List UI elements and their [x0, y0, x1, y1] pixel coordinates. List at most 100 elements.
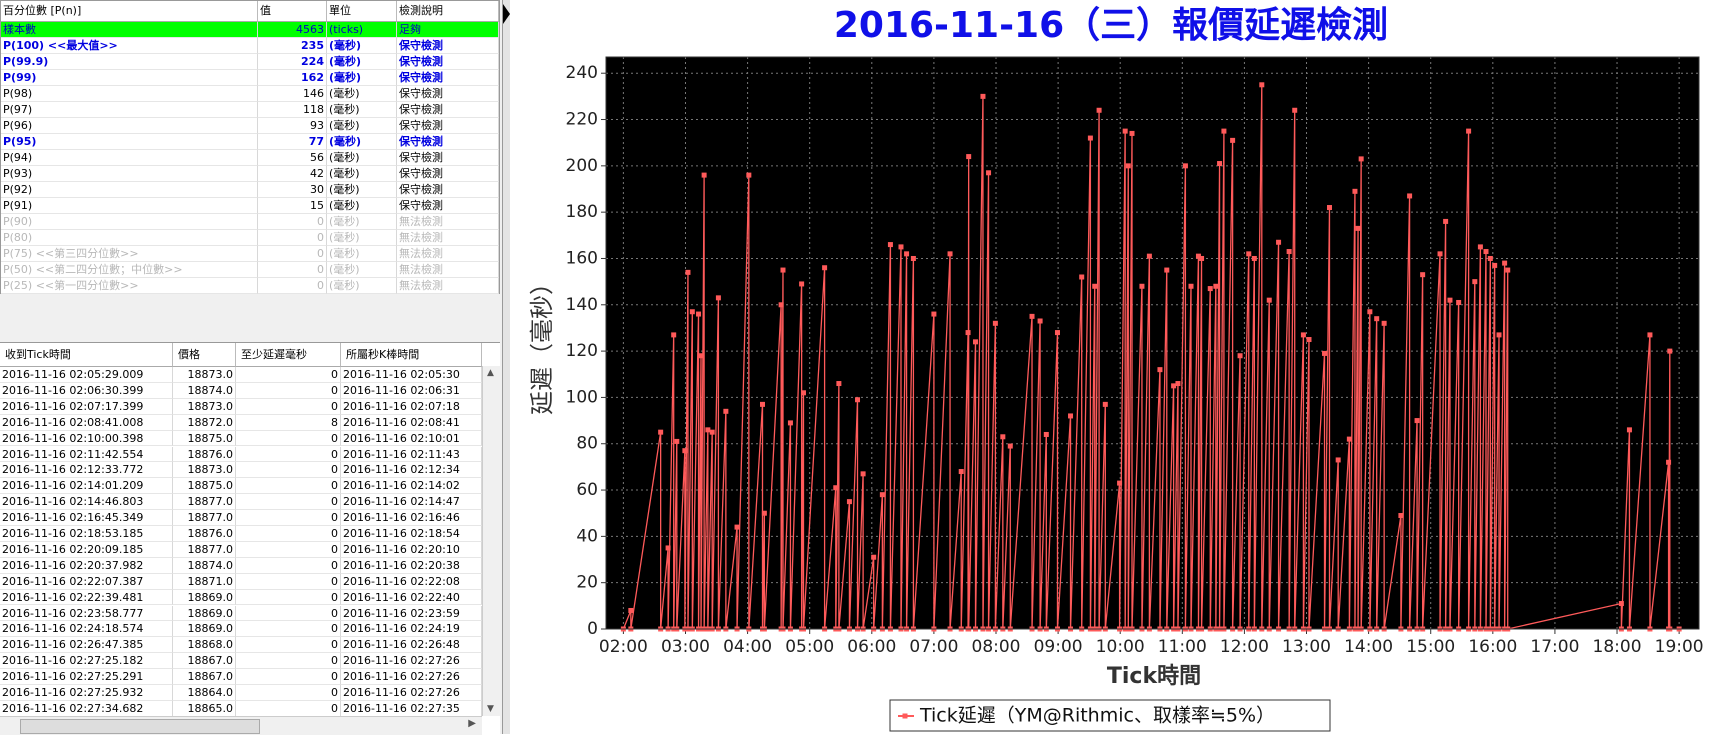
scroll-thumb[interactable]: [20, 719, 260, 734]
table-cell: P(96): [1, 118, 258, 134]
table-cell: 檢測說明: [397, 1, 499, 22]
table-cell: 93: [258, 118, 327, 134]
table-cell: 2016-11-16 02:20:38: [341, 557, 482, 574]
y-tick-label: 100: [566, 387, 598, 407]
point-marker: [1237, 353, 1243, 359]
plot-area: [606, 57, 1699, 629]
y-tick-label: 80: [576, 434, 598, 454]
point-marker: [1217, 161, 1223, 167]
table-cell: 百分位數 [P(n)]: [1, 1, 258, 22]
table-cell: 2016-11-16 02:20:37.982: [0, 557, 173, 574]
table-cell: 0: [236, 700, 341, 717]
point-marker: [1443, 218, 1449, 224]
point-marker: [871, 554, 877, 560]
table-cell: 2016-11-16 02:07:18: [341, 398, 482, 415]
table-cell: 保守檢測: [397, 182, 499, 198]
table-cell: 235: [258, 38, 327, 54]
point-marker: [1037, 318, 1043, 324]
table-cell: 2016-11-16 02:07:17.399: [0, 398, 173, 415]
point-marker: [778, 302, 784, 308]
scroll-right[interactable]: ▶: [468, 718, 476, 729]
point-marker: [1335, 457, 1341, 463]
point-marker: [1326, 205, 1332, 211]
x-tick-label: 05:00: [785, 637, 834, 657]
table-cell: 2016-11-16 02:22:40: [341, 589, 482, 606]
table-cell: 0: [236, 669, 341, 685]
table-cell: 2016-11-16 02:10:01: [341, 430, 482, 447]
splitter-arrow[interactable]: [503, 4, 510, 24]
point-marker: [759, 401, 765, 407]
point-marker: [787, 420, 793, 426]
table-cell: 146: [258, 86, 327, 102]
table-cell: (毫秒): [327, 150, 397, 166]
table-cell: 足夠: [397, 22, 499, 38]
point-marker: [1322, 350, 1328, 356]
y-tick-label: 180: [566, 202, 598, 222]
table-cell: (毫秒): [327, 86, 397, 102]
vertical-scrollbar[interactable]: ▲ ▼: [482, 366, 501, 716]
scroll-down[interactable]: ▼: [487, 704, 494, 714]
point-marker: [696, 311, 702, 317]
point-marker: [1079, 274, 1085, 280]
point-marker: [1043, 431, 1049, 437]
table-cell: (毫秒): [327, 118, 397, 134]
chart-title: 2016-11-16（三）報價延遲檢測: [834, 4, 1388, 46]
splitter[interactable]: [503, 0, 510, 734]
x-tick-label: 14:00: [1344, 637, 1393, 657]
table-cell: 保守檢測: [397, 166, 499, 182]
point-marker: [1466, 128, 1472, 134]
table-cell: P(99): [1, 70, 258, 86]
point-marker: [947, 251, 953, 257]
table-cell: 18869.0: [173, 589, 236, 606]
horizontal-scrollbar[interactable]: ▶: [0, 716, 482, 735]
scroll-up[interactable]: ▲: [487, 368, 494, 378]
y-tick-label: 200: [566, 156, 598, 176]
point-marker: [1352, 188, 1358, 194]
point-marker: [674, 438, 680, 444]
table-cell: 18877.0: [173, 510, 236, 526]
x-tick-label: 07:00: [909, 637, 958, 657]
table-cell: 18872.0: [173, 414, 236, 431]
table-cell: P(100) <<最大值>>: [1, 38, 258, 54]
point-marker: [1266, 297, 1272, 303]
table-cell: 2016-11-16 02:08:41.008: [0, 414, 173, 431]
table-cell: (毫秒): [327, 38, 397, 54]
table-cell: 2016-11-16 02:11:43: [341, 446, 482, 463]
point-marker: [701, 172, 707, 178]
table-cell: P(99.9): [1, 54, 258, 70]
table-cell: P(93): [1, 166, 258, 182]
table-cell: 保守檢測: [397, 38, 499, 54]
table-cell: 118: [258, 102, 327, 118]
point-marker: [1139, 283, 1145, 289]
table-cell: 保守檢測: [397, 70, 499, 86]
point-marker: [1358, 156, 1364, 162]
point-marker: [1157, 367, 1163, 373]
point-marker: [1146, 253, 1152, 259]
table-cell: 2016-11-16 02:14:02: [341, 478, 482, 495]
table-cell: 162: [258, 70, 327, 86]
table-cell: 2016-11-16 02:20:09.185: [0, 541, 173, 558]
point-marker: [1129, 130, 1135, 136]
point-marker: [1221, 128, 1227, 134]
table-cell: 單位: [327, 1, 397, 22]
point-marker: [1087, 135, 1093, 141]
point-marker: [1477, 244, 1483, 250]
point-marker: [1666, 459, 1672, 465]
point-marker: [1092, 283, 1098, 289]
point-marker: [980, 93, 986, 99]
table-cell: 18877.0: [173, 541, 236, 558]
table-cell: 2016-11-16 02:14:01.209: [0, 478, 173, 495]
x-tick-label: 15:00: [1406, 637, 1455, 657]
table-cell: 0: [258, 262, 327, 278]
table-cell: (毫秒): [327, 214, 397, 230]
point-marker: [1199, 255, 1205, 261]
point-marker: [1230, 137, 1236, 143]
table-cell: 保守檢測: [397, 134, 499, 150]
y-tick-label: 40: [576, 526, 598, 546]
point-marker: [1122, 128, 1128, 134]
point-marker: [958, 469, 964, 475]
table-cell: P(98): [1, 86, 258, 102]
table-cell: 18875.0: [173, 430, 236, 447]
y-tick-label: 120: [566, 341, 598, 361]
point-marker: [1414, 418, 1420, 424]
